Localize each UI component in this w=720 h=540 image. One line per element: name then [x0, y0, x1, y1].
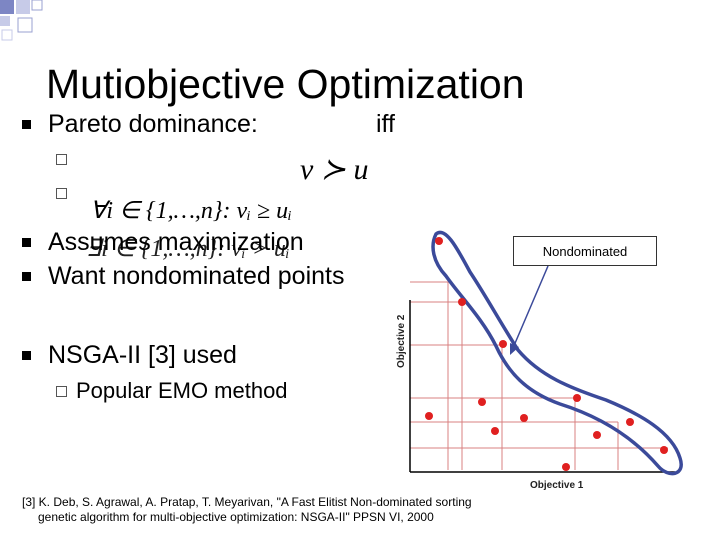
sub-bullet-box — [56, 188, 67, 199]
point — [593, 431, 601, 439]
point — [499, 340, 507, 348]
bullet-assumes-maximization: Assumes maximization — [48, 228, 304, 256]
bullet-nsga-ii: NSGA-II [3] used — [48, 341, 237, 369]
bullet-pareto-dominance: Pareto dominance: — [48, 110, 258, 138]
point — [562, 463, 570, 471]
bullet-marker — [22, 351, 31, 360]
slide-title: Mutiobjective Optimization — [46, 61, 525, 107]
bullet-iff: iff — [376, 110, 395, 138]
point — [478, 398, 486, 406]
point — [435, 237, 443, 245]
y-axis-label: Objective 2 — [396, 314, 407, 368]
callout-arrow — [512, 265, 549, 349]
bullet-marker — [22, 238, 31, 247]
footnote-citation: [3] K. Deb, S. Agrawal, A. Pratap, T. Me… — [22, 495, 472, 525]
x-axis-label: Objective 1 — [530, 480, 584, 491]
point — [491, 427, 499, 435]
sub-bullet-box — [56, 386, 67, 397]
sub-bullet-box — [56, 154, 67, 165]
point — [425, 412, 433, 420]
bullet-marker — [22, 120, 31, 129]
footnote-line-2: genetic algorithm for multi-objective op… — [38, 510, 434, 524]
footnote-line-1: [3] K. Deb, S. Agrawal, A. Pratap, T. Me… — [22, 495, 472, 509]
nondominated-points — [435, 237, 668, 454]
nondominated-callout: Nondominated — [513, 236, 657, 266]
point — [520, 414, 528, 422]
sub-bullet-popular-emo: Popular EMO method — [76, 378, 288, 403]
dominated-points — [425, 398, 601, 471]
point — [573, 394, 581, 402]
bullet-marker — [22, 272, 31, 281]
dominance-formula: v ≻ u — [300, 153, 369, 186]
condition-for-all: ∀i ∈ {1,…,n}: vᵢ ≥ uᵢ — [90, 198, 292, 224]
grid-lines — [410, 281, 668, 470]
bullet-want-nondominated: Want nondominated points — [48, 262, 345, 290]
corner-decoration — [0, 0, 43, 41]
point — [458, 298, 466, 306]
point — [660, 446, 668, 454]
condition-exists: ∃i ∈ {1,…,n}: vᵢ > uᵢ — [86, 236, 290, 262]
pareto-front-outline — [431, 230, 683, 476]
point — [626, 418, 634, 426]
callout-arrowhead — [510, 343, 519, 355]
